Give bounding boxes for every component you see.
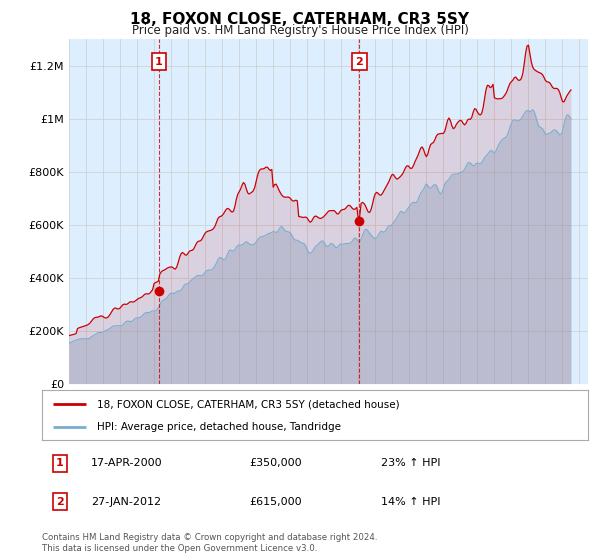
- Text: £615,000: £615,000: [250, 497, 302, 507]
- Text: 27-JAN-2012: 27-JAN-2012: [91, 497, 161, 507]
- Text: 1: 1: [155, 57, 163, 67]
- Text: 18, FOXON CLOSE, CATERHAM, CR3 5SY: 18, FOXON CLOSE, CATERHAM, CR3 5SY: [131, 12, 470, 27]
- Text: 2: 2: [56, 497, 64, 507]
- Text: 1: 1: [56, 459, 64, 468]
- Text: HPI: Average price, detached house, Tandridge: HPI: Average price, detached house, Tand…: [97, 422, 341, 432]
- Text: 14% ↑ HPI: 14% ↑ HPI: [380, 497, 440, 507]
- Text: Price paid vs. HM Land Registry's House Price Index (HPI): Price paid vs. HM Land Registry's House …: [131, 24, 469, 37]
- Text: Contains HM Land Registry data © Crown copyright and database right 2024.
This d: Contains HM Land Registry data © Crown c…: [42, 533, 377, 553]
- Text: 23% ↑ HPI: 23% ↑ HPI: [380, 459, 440, 468]
- Text: 17-APR-2000: 17-APR-2000: [91, 459, 163, 468]
- Text: £350,000: £350,000: [250, 459, 302, 468]
- Text: 2: 2: [356, 57, 364, 67]
- Text: 18, FOXON CLOSE, CATERHAM, CR3 5SY (detached house): 18, FOXON CLOSE, CATERHAM, CR3 5SY (deta…: [97, 399, 399, 409]
